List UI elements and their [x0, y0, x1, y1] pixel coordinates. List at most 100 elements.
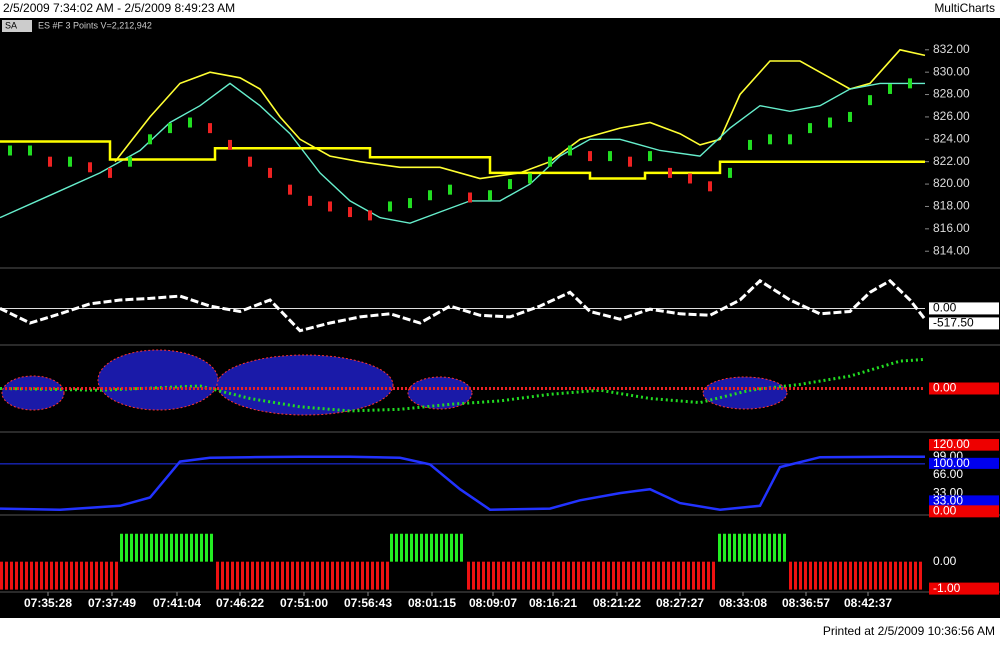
- hist-bar: [256, 561, 259, 590]
- hist-bar: [25, 561, 28, 590]
- hist-bar: [512, 561, 515, 590]
- hist-bar: [582, 561, 585, 590]
- hist-bar: [450, 533, 453, 562]
- hist-bar: [366, 561, 369, 590]
- time-label: 08:36:57: [782, 596, 830, 610]
- axis-label-box: [929, 457, 999, 470]
- hist-bar: [75, 561, 78, 590]
- hist-bar: [150, 533, 153, 562]
- hist-bar: [778, 533, 781, 562]
- hist-bar: [522, 561, 525, 590]
- hist-bar: [281, 561, 284, 590]
- hist-bar: [562, 561, 565, 590]
- axis-label: -517.50: [933, 316, 974, 330]
- price-bar: [208, 123, 212, 134]
- hist-bar: [296, 561, 299, 590]
- hist-bar: [381, 561, 384, 590]
- axis-label: 0.00: [933, 381, 957, 395]
- price-bar: [308, 195, 312, 206]
- hist-bar: [692, 561, 695, 590]
- hist-bar: [652, 561, 655, 590]
- line-series: [0, 140, 925, 180]
- hist-bar: [682, 561, 685, 590]
- hist-bar: [0, 561, 3, 590]
- hist-bar: [175, 533, 178, 562]
- hist-bar: [632, 561, 635, 590]
- hist-bar: [472, 561, 475, 590]
- price-label: 824.00: [933, 131, 970, 145]
- hist-bar: [667, 561, 670, 590]
- hist-bar: [50, 561, 53, 590]
- hist-bar: [140, 533, 143, 562]
- hist-bar: [246, 561, 249, 590]
- hist-bar: [773, 533, 776, 562]
- hist-bar: [455, 533, 458, 562]
- hist-bar: [195, 533, 198, 562]
- symbol-button[interactable]: [2, 20, 32, 32]
- hist-bar: [557, 561, 560, 590]
- axis-label-box: [929, 495, 999, 508]
- hist-bar: [400, 533, 403, 562]
- hist-bar: [723, 533, 726, 562]
- hist-bar: [425, 533, 428, 562]
- hist-bar: [331, 561, 334, 590]
- time-label: 08:21:22: [593, 596, 641, 610]
- price-bar: [508, 179, 512, 190]
- hist-bar: [145, 533, 148, 562]
- hist-bar: [884, 561, 887, 590]
- title-bar: [0, 0, 1000, 18]
- hist-bar: [542, 561, 545, 590]
- hist-bar: [707, 561, 710, 590]
- price-bar: [268, 167, 272, 178]
- hist-bar: [20, 561, 23, 590]
- hist-bar: [728, 533, 731, 562]
- highlight-ellipses: [1, 349, 788, 416]
- hist-bar: [460, 533, 463, 562]
- hist-bar: [435, 533, 438, 562]
- hist-bar: [662, 561, 665, 590]
- hist-bar: [622, 561, 625, 590]
- hist-bar: [763, 533, 766, 562]
- time-label: 07:46:22: [216, 596, 264, 610]
- hist-bar: [291, 561, 294, 590]
- time-label: 08:27:27: [656, 596, 704, 610]
- price-bar: [828, 117, 832, 128]
- hist-bar: [95, 561, 98, 590]
- price-bar: [228, 139, 232, 150]
- price-label: 818.00: [933, 199, 970, 213]
- hist-bar: [130, 533, 133, 562]
- price-label: 830.00: [933, 64, 970, 78]
- axis-label-box: [929, 468, 999, 481]
- hist-bar: [160, 533, 163, 562]
- hist-bar: [527, 561, 530, 590]
- hist-bar: [507, 561, 510, 590]
- hist-bar: [914, 561, 917, 590]
- hist-bar: [849, 561, 852, 590]
- symbol-button-label[interactable]: SA: [5, 20, 17, 30]
- hist-bar: [321, 561, 324, 590]
- hist-bar: [874, 561, 877, 590]
- price-bar: [548, 156, 552, 167]
- price-bar: [128, 156, 132, 167]
- price-label: 814.00: [933, 243, 970, 257]
- price-label: 816.00: [933, 221, 970, 235]
- time-label: 08:42:37: [844, 596, 892, 610]
- axis-label-box: [929, 302, 999, 315]
- axis-label-box: [929, 382, 999, 395]
- price-bar: [888, 83, 892, 94]
- price-bar: [68, 156, 72, 167]
- hist-bar: [376, 561, 379, 590]
- hist-bar: [814, 561, 817, 590]
- price-bar: [368, 210, 372, 221]
- time-label: 07:35:28: [24, 596, 72, 610]
- hist-bar: [809, 561, 812, 590]
- hist-bar: [627, 561, 630, 590]
- hist-bar: [410, 533, 413, 562]
- axis-label: 100.00: [933, 456, 970, 470]
- hist-bar: [165, 533, 168, 562]
- hist-bar: [477, 561, 480, 590]
- hist-bar: [889, 561, 892, 590]
- price-bar: [168, 123, 172, 134]
- hist-bar: [577, 561, 580, 590]
